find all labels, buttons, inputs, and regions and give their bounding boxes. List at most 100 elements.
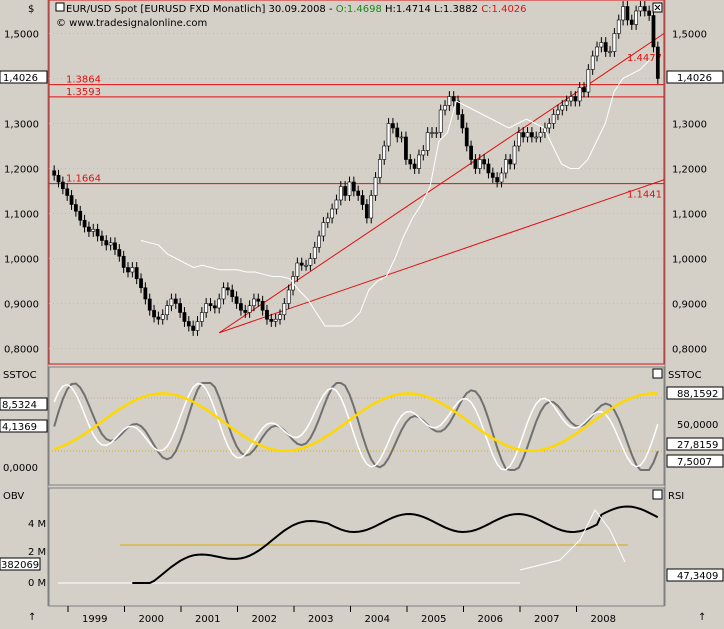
candle-body: [616, 19, 621, 34]
sstoc-title-right: SSTOC: [668, 370, 702, 381]
candle-body: [443, 105, 447, 111]
price-panel: [48, 0, 665, 365]
candle-body: [482, 159, 486, 165]
candle-body: [373, 177, 378, 196]
candle-body: [595, 46, 599, 57]
candle-body: [239, 303, 243, 311]
candle-body: [486, 163, 491, 174]
obv-axis-2m: 2 M: [28, 547, 46, 558]
chart-settings-icon[interactable]: [55, 2, 65, 12]
close-value: C:1.4026: [481, 4, 526, 15]
candle-body: [334, 199, 339, 210]
candle-body: [260, 300, 265, 311]
candle-body: [530, 132, 534, 138]
candle-body: [182, 312, 187, 322]
sstoc-right-box-1: [666, 386, 724, 400]
candle-body: [282, 303, 287, 316]
candle-body: [343, 186, 348, 196]
candle-body: [464, 127, 469, 147]
candle-body: [95, 228, 100, 237]
h-line-label: 1.1664: [66, 174, 101, 185]
candle-body: [56, 174, 61, 183]
candle-body: [425, 132, 430, 151]
candle-body: [525, 132, 530, 138]
source-text: © www.tradesignalonline.com: [56, 18, 207, 29]
y-tick-label-right: 1,1000: [672, 210, 707, 221]
candle-body: [508, 159, 513, 165]
current-value-left: 1,4026: [3, 73, 38, 84]
candle-body: [430, 132, 434, 134]
candle-body: [560, 105, 565, 111]
sstoc-left-value-2: 4,1369: [2, 422, 37, 433]
candle-body: [347, 181, 352, 196]
obv-left-box: [0, 557, 41, 571]
candle-body: [378, 159, 382, 178]
x-tick-label: 2005: [421, 614, 446, 625]
candle-body: [330, 208, 334, 219]
candle-body: [230, 289, 235, 298]
x-tick-label: 2003: [308, 614, 333, 625]
candle-body: [317, 235, 321, 248]
candle-body: [638, 6, 643, 12]
chart-title: EUR/USD Spot [EURUSD FXD Monatlich] 30.0…: [66, 4, 527, 15]
x-tick-label: 2007: [534, 614, 559, 625]
obv-right-box: [666, 568, 724, 582]
candle-body: [134, 267, 139, 280]
trend-line-lower: [219, 179, 665, 334]
sstoc-close-icon[interactable]: [652, 368, 663, 379]
h-line-label: 1.3593: [66, 87, 101, 98]
candle-body: [273, 318, 278, 322]
candle-body: [278, 314, 282, 320]
candle-body: [312, 246, 317, 259]
close-icon-glyph: [654, 4, 661, 11]
candle-body: [78, 210, 83, 221]
candle-body: [421, 150, 426, 156]
candlestick-series: [52, 1, 660, 336]
candle-body: [321, 222, 326, 237]
candle-body: [113, 242, 117, 250]
candle-body: [304, 264, 308, 267]
candle-body: [434, 132, 439, 134]
x-tick-label: 2002: [252, 614, 277, 625]
current-value-right: 1,4026: [677, 73, 712, 84]
y-tick-label-right: 0,9000: [672, 300, 707, 311]
candle-body: [121, 255, 126, 268]
candle-body: [512, 145, 517, 165]
obv-close-icon[interactable]: [652, 489, 663, 500]
candle-body: [360, 195, 365, 205]
candle-body: [551, 114, 556, 124]
candle-body: [451, 96, 456, 102]
candle-body: [412, 163, 417, 169]
candle-body: [599, 42, 604, 48]
y-tick-label-left: 0,8000: [4, 345, 39, 356]
scroll-down-arrow[interactable]: ↑: [698, 612, 706, 623]
candle-body: [87, 226, 91, 232]
candle-body: [625, 6, 630, 21]
candle-body: [265, 309, 269, 320]
candle-body: [469, 145, 473, 160]
current-value-box-left: [0, 70, 48, 84]
scroll-up-arrow[interactable]: ↑: [28, 612, 36, 623]
candle-body: [186, 321, 191, 327]
candle-body: [74, 204, 78, 212]
obv-title-right: RSI: [668, 491, 684, 502]
candle-body: [490, 172, 495, 178]
sstoc-left-box-2: [0, 419, 48, 433]
candle-body: [495, 177, 500, 183]
x-tick-label: 2006: [478, 614, 503, 625]
trend-label: 1.1441: [627, 190, 662, 201]
candle-body: [252, 298, 256, 307]
y-tick-label-left: 1,5000: [4, 30, 39, 41]
candle-body: [603, 42, 608, 52]
obv-panel: [48, 487, 665, 607]
candle-body: [338, 186, 343, 201]
candle-body: [612, 33, 617, 52]
y-tick-label-right: 1,0000: [672, 255, 707, 266]
obv-left-value: 382069: [1, 560, 39, 571]
candle-body: [221, 287, 226, 300]
candle-body: [195, 321, 200, 331]
sstoc-right-value-2: 27,8159: [677, 440, 718, 451]
candle-body: [521, 132, 526, 138]
candle-body: [104, 240, 109, 246]
